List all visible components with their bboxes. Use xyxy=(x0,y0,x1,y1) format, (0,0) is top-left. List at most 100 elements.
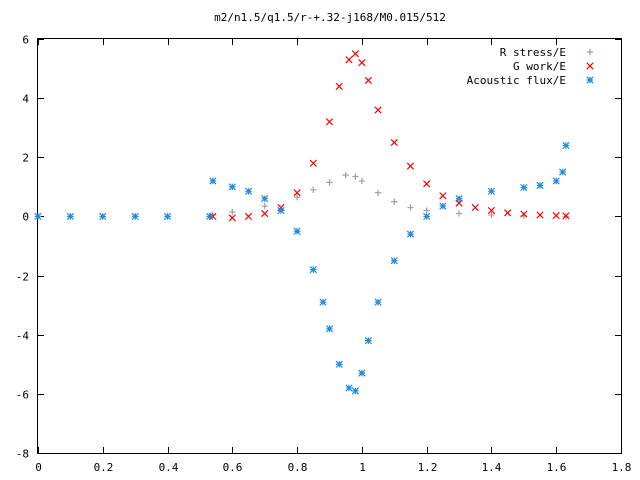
data-point xyxy=(261,195,269,203)
data-point xyxy=(293,194,301,201)
data-point xyxy=(345,56,353,64)
data-point xyxy=(293,227,301,235)
data-point xyxy=(358,177,366,185)
x-tick-label: 0.8 xyxy=(288,461,308,474)
y-tick-label: -2 xyxy=(16,271,29,284)
data-point xyxy=(99,212,107,221)
legend-marker xyxy=(586,62,594,70)
y-tick-label: 4 xyxy=(22,93,29,106)
series-2 xyxy=(34,141,570,395)
data-point xyxy=(293,189,301,197)
axes: 0 0.2 0.4 0.6 0.8 1 1.2 1.4 1.6 1.8 6 4 2 0 -2 -4 -6 -8 xyxy=(16,34,632,475)
data-point xyxy=(244,212,253,221)
data-point xyxy=(439,202,447,210)
data-point xyxy=(390,257,398,265)
data-point xyxy=(351,387,360,395)
y-tick-label: -8 xyxy=(16,448,29,461)
data-point xyxy=(439,192,447,200)
series-1 xyxy=(209,50,570,222)
data-point xyxy=(66,212,75,221)
data-point xyxy=(277,206,285,215)
data-point xyxy=(325,118,334,126)
data-point xyxy=(552,177,560,185)
data-point xyxy=(335,360,343,368)
data-point xyxy=(163,212,172,221)
data-point xyxy=(342,171,349,179)
data-point xyxy=(562,141,570,150)
y-tick-label: -4 xyxy=(16,330,30,343)
legend-marker xyxy=(586,48,594,56)
x-tick-label: 0 xyxy=(35,461,42,474)
data-point xyxy=(487,206,496,215)
data-point xyxy=(536,181,544,190)
data-point xyxy=(562,212,570,220)
x-tick-label: 0.6 xyxy=(223,461,243,474)
data-point xyxy=(364,337,372,345)
x-tick-label: 1.2 xyxy=(418,461,438,474)
data-point xyxy=(309,159,317,167)
x-tick-label: 0.2 xyxy=(94,461,114,474)
data-point xyxy=(244,187,253,195)
data-point xyxy=(131,212,139,221)
data-point xyxy=(345,384,353,392)
plot-frame xyxy=(37,38,622,454)
data-point xyxy=(391,198,398,205)
data-point xyxy=(520,183,528,192)
data-point xyxy=(34,212,42,221)
data-point xyxy=(364,76,372,85)
y-tick-label: 0 xyxy=(22,211,29,224)
data-point xyxy=(407,204,414,211)
data-point xyxy=(319,298,327,306)
data-point xyxy=(228,214,236,222)
data-point xyxy=(488,211,495,219)
data-point xyxy=(209,177,217,185)
data-point xyxy=(552,211,560,220)
data-point xyxy=(374,298,382,306)
data-point xyxy=(487,187,496,195)
data-point xyxy=(325,325,334,333)
data-point xyxy=(423,207,430,214)
x-tick-label: 1 xyxy=(359,461,366,474)
data-point xyxy=(374,189,382,196)
data-point xyxy=(206,212,214,221)
y-tick-label: -6 xyxy=(16,389,29,402)
legend-label: Acoustic flux/E xyxy=(467,74,566,87)
data-point xyxy=(504,209,512,217)
x-tick-label: 1.4 xyxy=(482,461,502,474)
data-point xyxy=(335,82,343,90)
data-point xyxy=(423,180,431,188)
legend-label: R stress/E xyxy=(500,46,566,59)
data-point xyxy=(455,195,463,203)
x-tick-label: 1.8 xyxy=(612,461,632,474)
data-point xyxy=(406,162,415,170)
data-point xyxy=(406,230,415,238)
data-point xyxy=(471,203,479,212)
data-point xyxy=(261,202,268,210)
chart-title: m2/n1.5/q1.5/r-+.32-j168/M0.015/512 xyxy=(214,11,446,24)
data-point xyxy=(310,186,317,194)
data-point xyxy=(261,209,269,218)
data-point xyxy=(228,183,236,191)
data-point xyxy=(326,179,333,186)
data-point xyxy=(455,210,463,217)
data-marks xyxy=(34,50,570,395)
data-point xyxy=(390,138,398,147)
y-tick-label: 2 xyxy=(22,152,29,165)
legend-marker xyxy=(586,76,594,84)
data-point xyxy=(209,212,217,221)
data-point xyxy=(351,50,360,58)
data-point xyxy=(374,106,382,114)
x-tick-label: 1.6 xyxy=(547,461,567,474)
data-point xyxy=(358,369,366,377)
data-point xyxy=(559,168,567,176)
data-point xyxy=(520,210,528,218)
data-point xyxy=(536,211,544,219)
data-point xyxy=(229,208,236,216)
x-tick-label: 0.4 xyxy=(159,461,179,474)
data-point xyxy=(309,266,317,274)
y-tick-label: 6 xyxy=(22,34,29,47)
data-point xyxy=(423,212,431,221)
data-point xyxy=(352,173,359,180)
